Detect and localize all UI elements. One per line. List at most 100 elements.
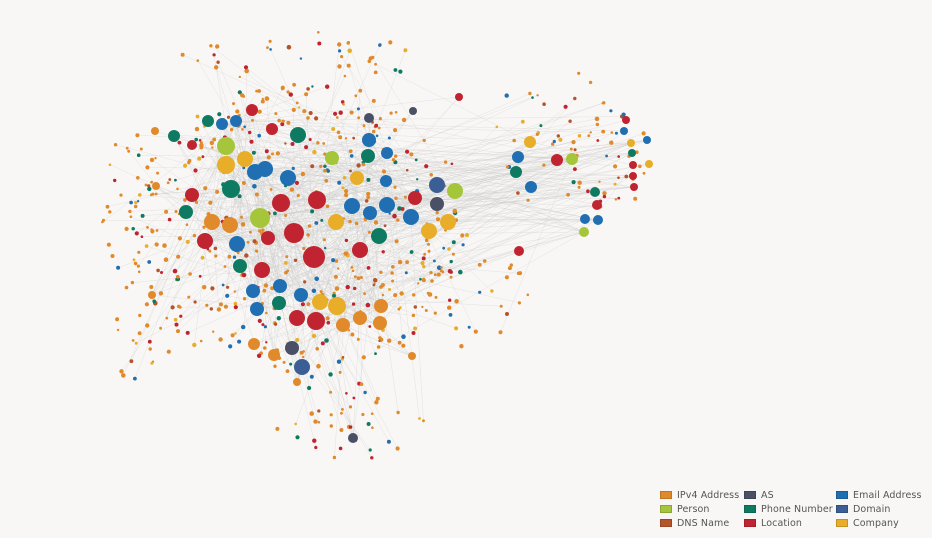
graph-node-small[interactable] <box>194 126 200 132</box>
graph-node-small[interactable] <box>322 142 326 145</box>
graph-node-small[interactable] <box>160 271 163 274</box>
graph-node-small[interactable] <box>226 115 231 119</box>
graph-node-small[interactable] <box>310 164 315 169</box>
graph-node-small[interactable] <box>400 207 405 211</box>
graph-node-small[interactable] <box>516 191 520 195</box>
graph-node-small[interactable] <box>376 345 381 349</box>
graph-node[interactable] <box>312 294 328 310</box>
graph-node-small[interactable] <box>346 63 351 68</box>
graph-node-small[interactable] <box>542 102 546 106</box>
graph-node-small[interactable] <box>329 413 333 417</box>
graph-node-small[interactable] <box>409 152 414 157</box>
graph-node-small[interactable] <box>158 291 164 296</box>
graph-node[interactable] <box>273 279 287 293</box>
graph-node-small[interactable] <box>154 242 159 247</box>
graph-node-small[interactable] <box>356 337 360 341</box>
graph-node-small[interactable] <box>273 364 277 368</box>
graph-node-small[interactable] <box>596 139 600 142</box>
graph-node[interactable] <box>328 297 346 315</box>
graph-node-small[interactable] <box>403 48 408 53</box>
graph-node-small[interactable] <box>317 41 322 46</box>
graph-node-small[interactable] <box>261 228 265 232</box>
graph-node[interactable] <box>373 316 387 330</box>
graph-node-small[interactable] <box>609 140 614 145</box>
graph-node-small[interactable] <box>306 87 310 91</box>
graph-node-small[interactable] <box>343 74 347 78</box>
graph-node-small[interactable] <box>136 176 140 180</box>
graph-node-small[interactable] <box>257 109 262 114</box>
graph-node-small[interactable] <box>232 255 237 259</box>
graph-node-small[interactable] <box>386 439 391 444</box>
graph-node-small[interactable] <box>552 139 556 144</box>
graph-node-small[interactable] <box>357 116 361 120</box>
graph-node-small[interactable] <box>113 178 117 183</box>
graph-node-small[interactable] <box>426 291 430 295</box>
graph-node-small[interactable] <box>642 171 646 175</box>
graph-node-small[interactable] <box>341 356 345 359</box>
graph-node-small[interactable] <box>405 149 410 154</box>
graph-node-small[interactable] <box>405 260 409 265</box>
graph-node[interactable] <box>250 208 270 228</box>
graph-node-small[interactable] <box>434 295 438 299</box>
graph-node-small[interactable] <box>150 228 153 231</box>
graph-node-small[interactable] <box>209 307 213 311</box>
graph-node-small[interactable] <box>390 271 394 275</box>
graph-node-small[interactable] <box>154 192 158 196</box>
graph-node-small[interactable] <box>418 417 421 420</box>
graph-node-small[interactable] <box>367 59 372 63</box>
graph-node-small[interactable] <box>435 210 439 215</box>
graph-node-small[interactable] <box>236 251 240 255</box>
graph-node-small[interactable] <box>280 122 285 127</box>
graph-node-small[interactable] <box>289 187 295 192</box>
graph-node-small[interactable] <box>352 136 356 140</box>
graph-node-small[interactable] <box>241 324 246 330</box>
graph-node-small[interactable] <box>309 374 314 379</box>
graph-node-small[interactable] <box>177 140 182 145</box>
graph-node-small[interactable] <box>401 334 406 340</box>
graph-node-small[interactable] <box>257 318 262 323</box>
graph-node-small[interactable] <box>226 285 230 289</box>
graph-node-small[interactable] <box>401 117 407 123</box>
graph-node-small[interactable] <box>348 405 353 409</box>
graph-node-small[interactable] <box>577 180 582 185</box>
graph-node[interactable] <box>379 197 395 213</box>
graph-node-small[interactable] <box>132 258 136 262</box>
graph-node-small[interactable] <box>320 341 325 346</box>
graph-node-small[interactable] <box>176 254 181 259</box>
graph-node-small[interactable] <box>198 139 202 142</box>
graph-node-small[interactable] <box>333 111 338 116</box>
graph-node-small[interactable] <box>234 332 237 335</box>
graph-node-small[interactable] <box>187 158 192 163</box>
graph-node[interactable] <box>222 217 238 233</box>
graph-node-small[interactable] <box>187 295 191 299</box>
graph-node-small[interactable] <box>162 243 167 248</box>
graph-node-small[interactable] <box>210 286 215 291</box>
graph-node-small[interactable] <box>317 421 321 424</box>
graph-node-small[interactable] <box>249 139 254 144</box>
graph-node-small[interactable] <box>216 60 220 64</box>
graph-node[interactable] <box>336 318 350 332</box>
graph-node-small[interactable] <box>339 428 344 432</box>
graph-node[interactable] <box>179 205 193 219</box>
graph-node-small[interactable] <box>138 193 142 197</box>
graph-node[interactable] <box>579 227 589 237</box>
graph-node-small[interactable] <box>284 214 288 217</box>
graph-node-small[interactable] <box>311 288 317 293</box>
graph-node-small[interactable] <box>193 168 198 173</box>
graph-node-small[interactable] <box>638 164 642 169</box>
graph-node-small[interactable] <box>319 290 323 294</box>
graph-node-small[interactable] <box>624 174 629 179</box>
graph-node[interactable] <box>352 242 368 258</box>
graph-node-small[interactable] <box>520 119 525 124</box>
graph-node-small[interactable] <box>313 419 318 424</box>
graph-node-small[interactable] <box>577 185 581 189</box>
graph-node-small[interactable] <box>202 225 206 229</box>
graph-node-small[interactable] <box>299 350 304 355</box>
graph-node-small[interactable] <box>345 392 348 395</box>
graph-node-small[interactable] <box>185 223 189 226</box>
graph-node[interactable] <box>381 147 393 159</box>
graph-node-small[interactable] <box>436 272 441 277</box>
graph-node[interactable] <box>307 312 325 330</box>
graph-node-small[interactable] <box>423 252 427 256</box>
graph-node-small[interactable] <box>149 157 155 163</box>
